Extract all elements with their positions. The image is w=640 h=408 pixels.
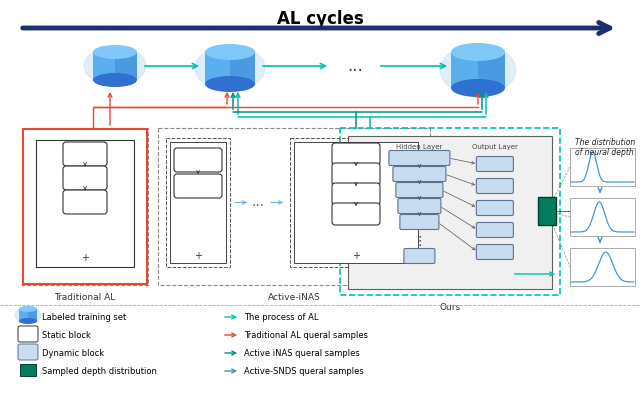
Text: ...: ... <box>252 195 264 209</box>
FancyBboxPatch shape <box>393 166 446 182</box>
Bar <box>22 128 148 285</box>
Bar <box>93 52 137 80</box>
Bar <box>570 198 635 236</box>
FancyBboxPatch shape <box>400 215 439 229</box>
Bar <box>205 52 255 84</box>
FancyBboxPatch shape <box>332 203 380 225</box>
Text: Dynamic block: Dynamic block <box>42 348 104 357</box>
FancyBboxPatch shape <box>396 182 443 197</box>
Bar <box>166 138 230 267</box>
Bar <box>20 364 36 376</box>
FancyBboxPatch shape <box>476 179 513 193</box>
FancyBboxPatch shape <box>174 174 222 198</box>
FancyBboxPatch shape <box>476 222 513 237</box>
Bar <box>294 142 418 263</box>
Text: ⋮: ⋮ <box>413 235 426 248</box>
FancyBboxPatch shape <box>404 248 435 264</box>
Bar <box>340 128 560 295</box>
Bar <box>28 309 37 321</box>
Ellipse shape <box>93 45 137 59</box>
Bar <box>36 140 134 267</box>
Text: The distribution
of neural depth: The distribution of neural depth <box>575 138 636 157</box>
FancyBboxPatch shape <box>476 244 513 259</box>
Bar <box>478 52 505 88</box>
FancyBboxPatch shape <box>63 190 107 214</box>
FancyBboxPatch shape <box>63 142 107 166</box>
Text: Ours: Ours <box>440 303 461 312</box>
Bar <box>170 142 226 263</box>
Ellipse shape <box>451 43 505 61</box>
Bar <box>23 129 147 284</box>
Ellipse shape <box>19 306 37 312</box>
Ellipse shape <box>19 318 37 324</box>
Ellipse shape <box>205 44 255 60</box>
FancyBboxPatch shape <box>174 148 222 172</box>
Text: Active-SNDS queral samples: Active-SNDS queral samples <box>244 366 364 375</box>
FancyBboxPatch shape <box>63 166 107 190</box>
Bar <box>158 128 430 285</box>
Text: AL cycles: AL cycles <box>276 10 364 28</box>
FancyBboxPatch shape <box>18 344 38 360</box>
Text: +: + <box>81 253 89 263</box>
FancyBboxPatch shape <box>476 157 513 171</box>
FancyBboxPatch shape <box>332 143 380 165</box>
Ellipse shape <box>440 45 516 95</box>
Bar <box>230 52 255 84</box>
Text: +: + <box>352 251 360 261</box>
Ellipse shape <box>451 79 505 97</box>
Ellipse shape <box>205 76 255 92</box>
Bar <box>570 148 635 186</box>
Text: ...: ... <box>347 57 363 75</box>
Text: Traditional AL: Traditional AL <box>54 293 116 302</box>
Bar <box>290 138 422 267</box>
FancyBboxPatch shape <box>398 199 441 213</box>
FancyBboxPatch shape <box>389 151 450 166</box>
Bar <box>19 309 37 321</box>
Text: Labeled training set: Labeled training set <box>42 313 126 322</box>
FancyBboxPatch shape <box>18 326 38 342</box>
Text: Sampled depth distribution: Sampled depth distribution <box>42 366 157 375</box>
Ellipse shape <box>93 73 137 87</box>
Ellipse shape <box>15 306 40 324</box>
Bar <box>570 248 635 286</box>
Text: +: + <box>194 251 202 261</box>
FancyBboxPatch shape <box>332 183 380 205</box>
Text: Static block: Static block <box>42 330 91 339</box>
Text: The process of AL: The process of AL <box>244 313 319 322</box>
FancyBboxPatch shape <box>332 163 380 185</box>
Ellipse shape <box>195 46 265 91</box>
Text: Active iNAS queral samples: Active iNAS queral samples <box>244 348 360 357</box>
Text: Active-iNAS: Active-iNAS <box>268 293 321 302</box>
Bar <box>115 52 137 80</box>
Bar <box>538 197 556 225</box>
Bar <box>451 52 505 88</box>
Text: Hidden Layer: Hidden Layer <box>396 144 443 150</box>
Text: Traditional AL queral samples: Traditional AL queral samples <box>244 330 368 339</box>
Text: Output Layer: Output Layer <box>472 144 518 150</box>
Ellipse shape <box>84 47 146 86</box>
Bar <box>348 136 552 289</box>
FancyBboxPatch shape <box>476 200 513 215</box>
